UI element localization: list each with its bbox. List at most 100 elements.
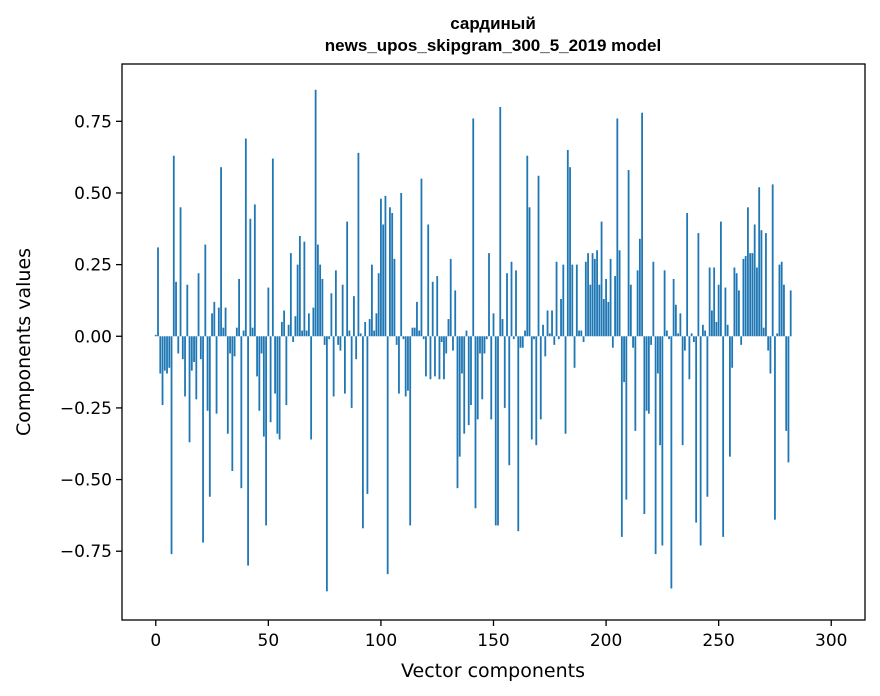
bar — [674, 304, 677, 337]
bar — [742, 258, 745, 337]
bar — [697, 233, 700, 337]
bar — [562, 264, 565, 337]
bar — [312, 307, 315, 337]
bar — [602, 299, 605, 337]
bar — [350, 336, 353, 408]
bar — [384, 195, 387, 337]
bar — [458, 336, 461, 457]
bar — [380, 198, 382, 337]
bar — [179, 207, 182, 337]
bar — [211, 313, 213, 337]
bar — [643, 336, 646, 514]
bar — [539, 336, 542, 420]
bar — [366, 336, 369, 494]
bar — [175, 281, 177, 337]
bar — [744, 256, 747, 337]
bar — [774, 336, 776, 520]
bar — [353, 296, 355, 337]
bar — [659, 336, 662, 446]
bar — [735, 273, 738, 337]
bar — [492, 313, 495, 337]
bar — [298, 235, 301, 337]
bar — [204, 244, 207, 337]
bar — [190, 336, 193, 371]
bar — [488, 253, 490, 337]
bar — [753, 224, 756, 337]
bar — [269, 336, 272, 423]
bar — [195, 336, 198, 400]
bar — [654, 336, 657, 555]
bar — [186, 284, 189, 337]
bar — [591, 253, 594, 337]
bar — [418, 330, 421, 337]
bar — [467, 336, 470, 426]
bar — [573, 336, 576, 368]
bar — [447, 319, 450, 337]
bar — [303, 241, 306, 337]
bar — [235, 327, 238, 337]
bar — [465, 330, 468, 337]
bar — [321, 278, 324, 337]
bar — [497, 336, 499, 526]
bar — [575, 264, 578, 337]
bar — [355, 336, 358, 360]
bar — [616, 118, 619, 337]
bar — [632, 336, 634, 348]
bar — [319, 264, 322, 337]
bar — [172, 155, 175, 337]
bar — [778, 264, 781, 337]
bar — [188, 336, 191, 443]
bar — [542, 324, 544, 337]
bar — [400, 192, 403, 337]
bar — [163, 336, 166, 371]
bar — [404, 336, 407, 397]
bar — [717, 284, 720, 337]
bar — [494, 336, 497, 526]
bar — [611, 336, 614, 348]
y-axis-label: Components values — [13, 248, 35, 436]
bar — [386, 336, 389, 575]
bar — [508, 336, 511, 466]
bar — [681, 336, 684, 446]
bar — [159, 336, 162, 374]
bar — [244, 138, 247, 337]
bar — [436, 276, 439, 337]
bar — [663, 270, 666, 337]
bar — [474, 336, 477, 509]
bar — [638, 238, 641, 337]
bar — [206, 336, 209, 411]
bar — [771, 184, 774, 337]
bar — [528, 207, 531, 337]
bar — [434, 336, 436, 377]
bar — [483, 336, 486, 354]
bar — [535, 336, 538, 446]
bar — [233, 336, 236, 357]
bar — [247, 336, 249, 566]
bar — [456, 336, 459, 489]
bar — [357, 152, 360, 337]
bar — [780, 261, 783, 337]
bar — [285, 336, 288, 406]
plot-frame — [121, 63, 866, 621]
bar — [438, 336, 441, 380]
bar — [578, 330, 580, 337]
bar — [413, 327, 416, 337]
bar — [359, 333, 362, 337]
bar — [339, 336, 342, 351]
bar — [181, 336, 184, 360]
bar — [785, 336, 788, 431]
bar — [524, 330, 526, 337]
bar — [605, 278, 607, 337]
bar — [598, 284, 601, 337]
bar — [375, 313, 378, 337]
bar — [337, 336, 340, 345]
bar — [548, 333, 551, 337]
bar — [202, 336, 204, 543]
bar — [517, 336, 520, 532]
bar — [692, 336, 695, 342]
bar — [652, 261, 655, 337]
bar — [197, 273, 200, 337]
bar — [515, 270, 517, 337]
bar — [276, 336, 279, 434]
